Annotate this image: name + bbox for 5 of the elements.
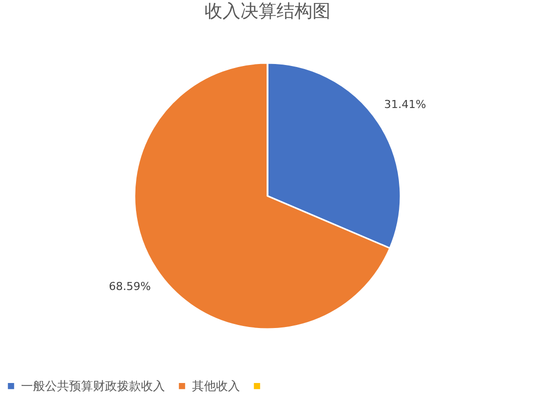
data-label: 31.41%	[384, 98, 426, 112]
legend-label: 一般公共预算财政拨款收入	[21, 379, 165, 394]
data-label: 68.59%	[108, 280, 151, 293]
chart-title: 收入决算结构图	[204, 1, 330, 22]
legend-label: 其他收入	[192, 379, 240, 394]
